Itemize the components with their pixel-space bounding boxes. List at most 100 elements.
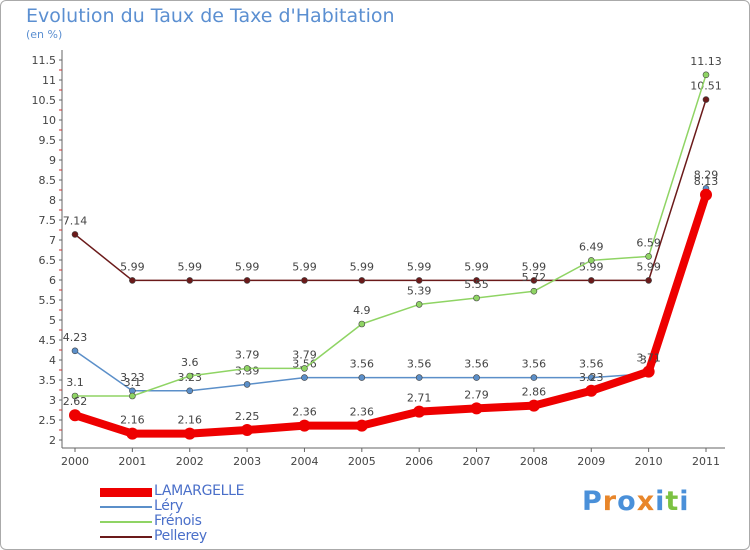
chart-title: Evolution du Taux de Taxe d'Habitation [26, 5, 395, 27]
data-point [301, 365, 308, 372]
data-point [645, 277, 652, 284]
data-label: 3.1 [66, 376, 84, 389]
data-point [243, 277, 251, 284]
y-tick-label: 6.5 [39, 254, 57, 267]
data-label: 11.13 [690, 55, 722, 68]
proxiti-logo[interactable]: Proxiti [582, 486, 690, 517]
data-label: 3.23 [579, 371, 604, 384]
data-label: 5.99 [235, 260, 260, 273]
data-point [298, 419, 311, 432]
data-label: 3.56 [579, 358, 604, 371]
x-tick-label: 2006 [405, 455, 433, 468]
data-label: 5.39 [407, 284, 432, 297]
data-label: 5.72 [522, 271, 547, 284]
data-label: 5.99 [120, 260, 145, 273]
data-point [587, 374, 595, 381]
y-tick-label: 10 [42, 114, 56, 127]
legend-swatch [100, 506, 152, 508]
data-point [355, 419, 368, 432]
legend-swatch [100, 488, 152, 497]
data-label: 4.23 [63, 331, 88, 344]
chart-subtitle: (en %) [26, 28, 63, 41]
data-point [587, 257, 595, 264]
data-point [71, 231, 79, 238]
data-label: 5.99 [350, 260, 375, 273]
data-point [69, 409, 81, 422]
data-point [415, 277, 423, 284]
y-tick-label: 11 [42, 74, 56, 87]
data-label: 2.79 [464, 388, 489, 401]
data-label: 5.99 [292, 260, 317, 273]
data-point [527, 399, 540, 412]
y-tick-label: 8.5 [39, 174, 57, 187]
data-point [186, 372, 194, 380]
data-label: 5.99 [522, 260, 547, 273]
y-tick-label: 3 [49, 394, 56, 407]
data-label: 6.49 [579, 240, 604, 253]
data-label: 3.1 [124, 376, 142, 389]
data-point [129, 277, 136, 284]
data-point [358, 374, 366, 381]
data-label: 3.79 [292, 348, 317, 361]
x-tick-label: 2001 [118, 455, 146, 468]
legend-label: Léry [154, 498, 184, 514]
data-point [473, 294, 480, 302]
data-point [473, 277, 480, 284]
data-point [473, 374, 480, 381]
x-tick-label: 2009 [577, 455, 605, 468]
data-point [700, 188, 712, 201]
y-tick-label: 4.5 [39, 334, 57, 347]
data-label: 2.62 [63, 395, 88, 408]
y-tick-label: 10.5 [32, 94, 57, 107]
x-tick-label: 2010 [635, 455, 663, 468]
legend-label: Pellerey [154, 528, 207, 544]
series-line-pellerey [74, 99, 707, 282]
data-point [702, 96, 710, 103]
data-point [126, 427, 139, 440]
data-label: 3.56 [407, 358, 432, 371]
data-label: 2.36 [350, 406, 375, 419]
y-tick-label: 2.5 [39, 414, 57, 427]
data-label: 2.16 [120, 414, 145, 427]
series-line-léry [74, 188, 707, 392]
data-label: 5.99 [464, 260, 489, 273]
data-label: 3.56 [464, 358, 489, 371]
data-point [358, 320, 366, 328]
data-point [183, 427, 196, 440]
data-label: 2.71 [407, 392, 432, 405]
data-point [530, 287, 538, 295]
data-point [71, 392, 79, 400]
data-label: 5.99 [177, 260, 202, 273]
y-tick-label: 2 [49, 434, 56, 447]
data-label: 5.99 [407, 260, 432, 273]
data-label: 2.86 [522, 386, 547, 399]
data-label: 10.51 [690, 80, 722, 93]
y-tick-label: 8 [49, 194, 56, 207]
data-point [129, 392, 136, 400]
data-label: 3.56 [350, 358, 375, 371]
y-tick-label: 5 [49, 314, 56, 327]
legend-swatch [100, 536, 152, 538]
data-point [587, 277, 595, 284]
data-label: 5.55 [464, 278, 489, 291]
legend-label: Frénois [154, 513, 202, 529]
y-tick-label: 9.5 [39, 134, 57, 147]
data-point [415, 301, 423, 308]
x-tick-label: 2007 [463, 455, 491, 468]
data-point [241, 424, 254, 436]
x-tick-label: 2008 [520, 455, 548, 468]
series-line-frénois [75, 74, 707, 397]
data-point [301, 374, 308, 381]
data-point [358, 277, 366, 284]
data-point [186, 387, 194, 395]
data-label: 4.9 [353, 304, 371, 317]
y-tick-label: 7 [49, 234, 56, 247]
x-tick-label: 2011 [692, 455, 720, 468]
x-tick-label: 2003 [233, 455, 261, 468]
data-label: 3.71 [636, 352, 661, 365]
data-label: 3.6 [181, 356, 199, 369]
x-tick-label: 2002 [176, 455, 204, 468]
data-point [470, 402, 483, 415]
legend-swatch [100, 521, 152, 523]
